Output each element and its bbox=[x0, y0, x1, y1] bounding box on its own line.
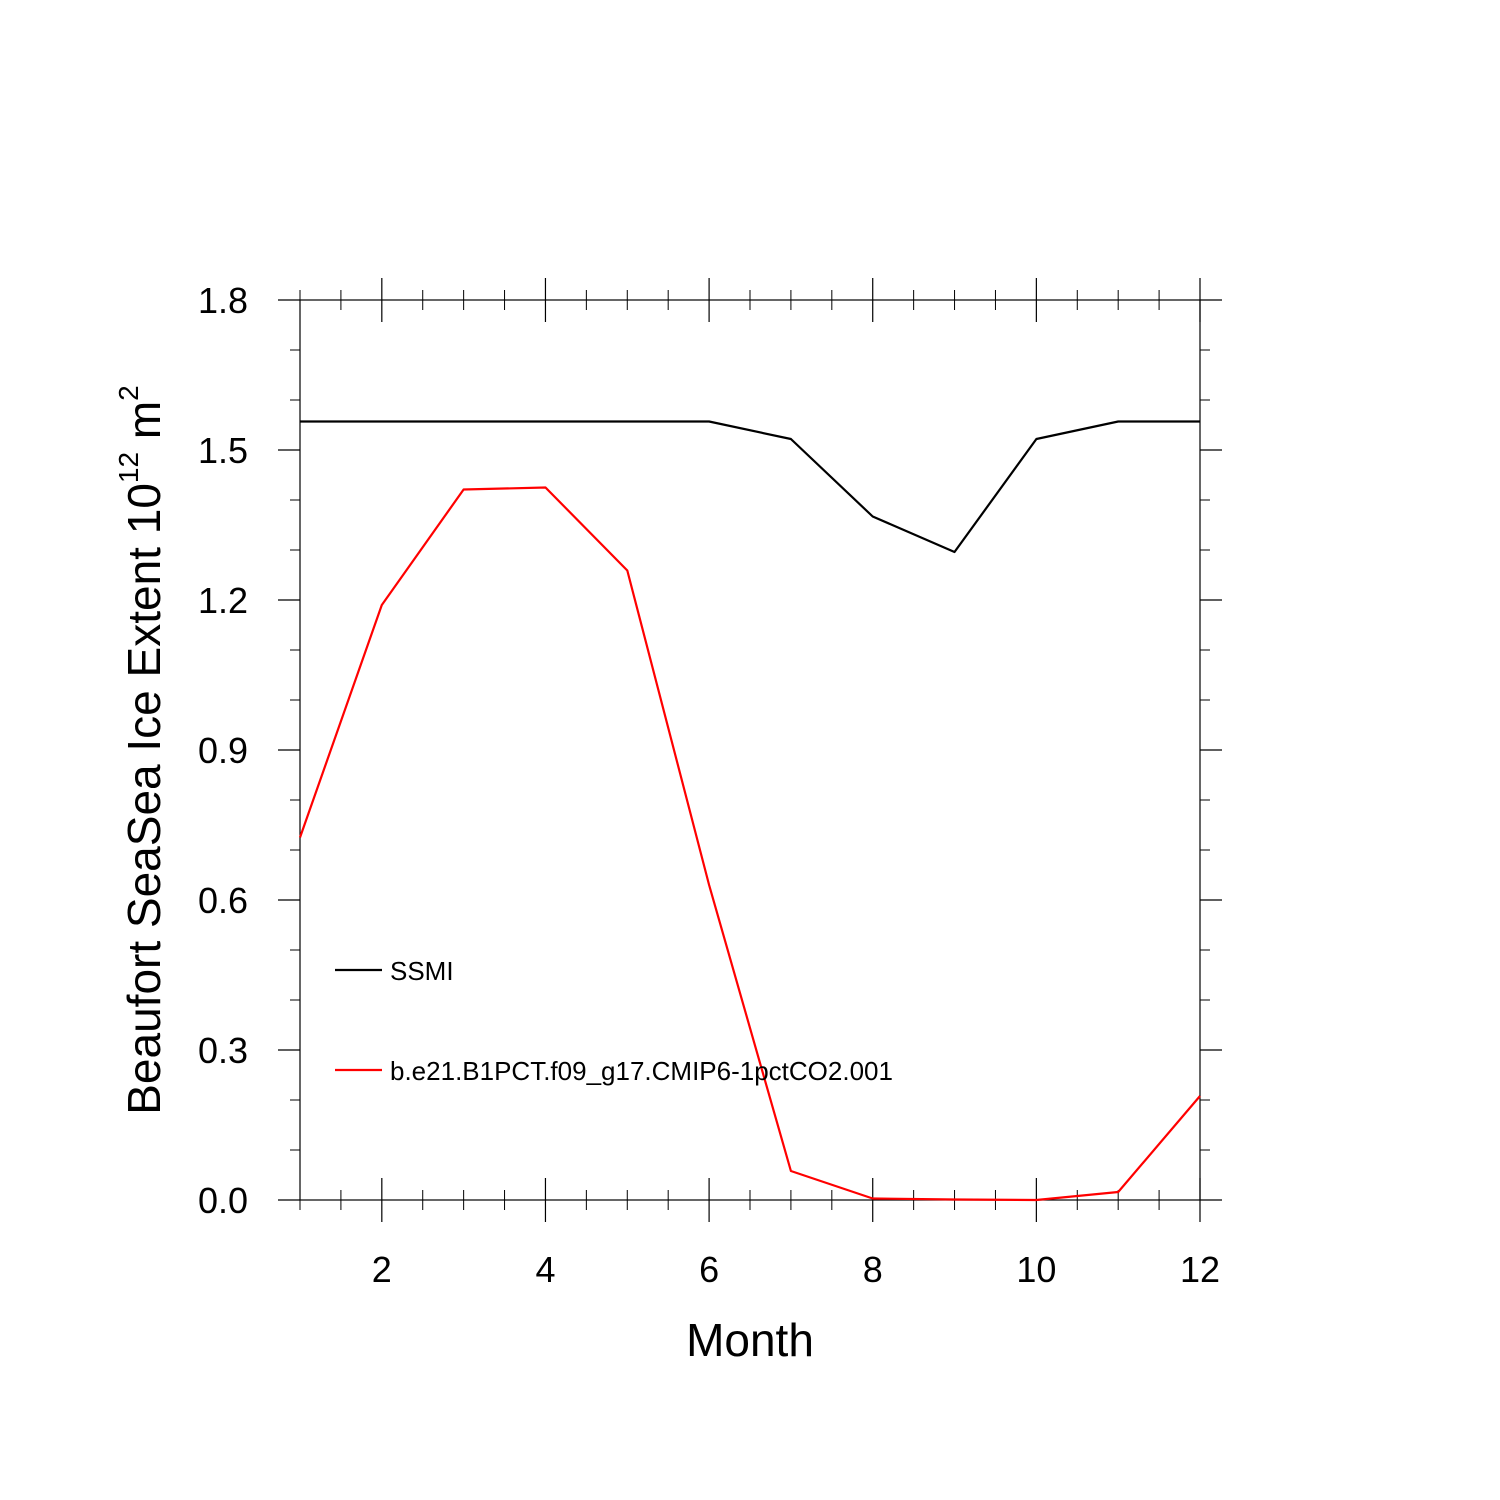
legend-label-1: SSMI bbox=[390, 956, 454, 986]
series-line-2 bbox=[298, 486, 1201, 1202]
y-tick-label: 0.6 bbox=[198, 880, 248, 921]
y-axis-title: Beaufort SeaSea Ice Extent 1012 m2 bbox=[113, 385, 170, 1115]
y-axis-title-main: Beaufort SeaSea Ice Extent 10 bbox=[118, 483, 170, 1115]
x-tick-label: 6 bbox=[699, 1249, 719, 1290]
x-tick-label: 4 bbox=[535, 1249, 555, 1290]
y-tick-label: 1.8 bbox=[198, 280, 248, 321]
x-axis-title: Month bbox=[686, 1314, 814, 1366]
minor-ticks bbox=[290, 290, 1210, 1210]
tick-labels: 2 4 6 8 10 12 0.0 0.3 0.6 0.9 1.2 1.5 1.8 bbox=[198, 280, 1220, 1290]
series-layer bbox=[298, 420, 1201, 1202]
y-axis-title-unit: m bbox=[118, 401, 170, 452]
y-tick-label: 0.9 bbox=[198, 730, 248, 771]
y-tick-label: 0.0 bbox=[198, 1180, 248, 1221]
series-line-1 bbox=[300, 420, 1200, 554]
y-tick-label: 1.5 bbox=[198, 430, 248, 471]
x-tick-label: 2 bbox=[372, 1249, 392, 1290]
y-tick-label: 0.3 bbox=[198, 1030, 248, 1071]
y-axis-title-exponent: 12 bbox=[113, 452, 144, 483]
y-tick-label: 1.2 bbox=[198, 580, 248, 621]
x-tick-label: 12 bbox=[1180, 1249, 1220, 1290]
legend-label-2: b.e21.B1PCT.f09_g17.CMIP6-1pctCO2.001 bbox=[390, 1056, 893, 1086]
x-tick-label: 10 bbox=[1016, 1249, 1056, 1290]
y-axis-title-unit-exponent: 2 bbox=[113, 385, 144, 401]
major-ticks bbox=[278, 278, 1222, 1222]
x-tick-label: 8 bbox=[863, 1249, 883, 1290]
legend: SSMI b.e21.B1PCT.f09_g17.CMIP6-1pctCO2.00… bbox=[335, 956, 893, 1086]
